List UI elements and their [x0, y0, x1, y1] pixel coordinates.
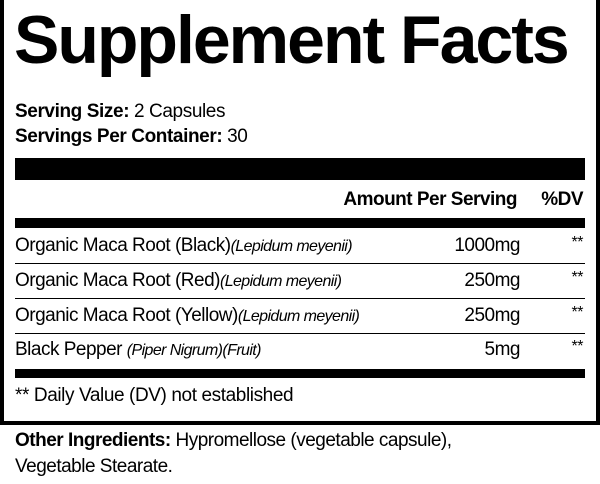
- ingredient-latin-name: (Lepidum meyenii): [237, 308, 360, 325]
- thick-divider: [15, 158, 585, 180]
- other-ingredients-label: Other Ingredients:: [15, 430, 171, 451]
- ingredient-name: Organic Maca Root (Yellow)(Lepidum meyen…: [15, 305, 360, 326]
- row-divider: [15, 333, 585, 334]
- servings-per-container-label: Servings Per Container:: [15, 126, 223, 147]
- other-ingredients-line2: Vegetable Stearate.: [15, 456, 173, 477]
- ingredient-dv: **: [571, 304, 584, 321]
- ingredient-amount: 5mg: [484, 339, 521, 360]
- ingredient-latin-name: (Piper Nigrum)(Fruit): [126, 342, 262, 359]
- panel-title: Supplement Facts: [14, 2, 570, 78]
- servings-per-container-value: 30: [227, 126, 248, 147]
- other-ingredients: Other Ingredients: Hypromellose (vegetab…: [15, 428, 452, 480]
- dv-header: %DV: [541, 189, 583, 210]
- ingredient-latin-name: (Lepidum meyenii): [219, 273, 342, 290]
- footnote: ** Daily Value (DV) not established: [15, 385, 294, 406]
- amount-per-serving-header: Amount Per Serving: [343, 189, 517, 210]
- serving-size: Serving Size: 2 Capsules: [15, 100, 225, 124]
- ingredient-latin-name: (Lepidum meyenii): [230, 238, 353, 255]
- row-divider: [15, 263, 585, 264]
- ingredient-row: Organic Maca Root (Black)(Lepidum meyeni…: [15, 229, 585, 263]
- supplement-facts-panel: [0, 0, 600, 425]
- ingredient-dv: **: [571, 269, 584, 286]
- ingredient-dv: **: [571, 338, 584, 355]
- ingredient-row: Organic Maca Root (Red)(Lepidum meyenii)…: [15, 264, 585, 298]
- serving-size-value: 2 Capsules: [134, 101, 226, 122]
- ingredient-name: Black Pepper (Piper Nigrum)(Fruit): [15, 339, 262, 360]
- ingredient-row: Black Pepper (Piper Nigrum)(Fruit) 5mg *…: [15, 333, 585, 367]
- ingredient-amount: 1000mg: [454, 235, 520, 256]
- ingredient-amount: 250mg: [464, 270, 520, 291]
- medium-divider: [15, 369, 585, 378]
- ingredient-name: Organic Maca Root (Black)(Lepidum meyeni…: [15, 235, 353, 256]
- row-divider: [15, 298, 585, 299]
- ingredient-row: Organic Maca Root (Yellow)(Lepidum meyen…: [15, 299, 585, 333]
- servings-per-container: Servings Per Container: 30: [15, 125, 248, 149]
- other-ingredients-line1: Hypromellose (vegetable capsule),: [170, 430, 452, 451]
- ingredient-name: Organic Maca Root (Red)(Lepidum meyenii): [15, 270, 342, 291]
- medium-divider: [15, 218, 585, 228]
- serving-size-label: Serving Size:: [15, 101, 130, 122]
- ingredient-amount: 250mg: [464, 305, 520, 326]
- ingredient-dv: **: [571, 234, 584, 251]
